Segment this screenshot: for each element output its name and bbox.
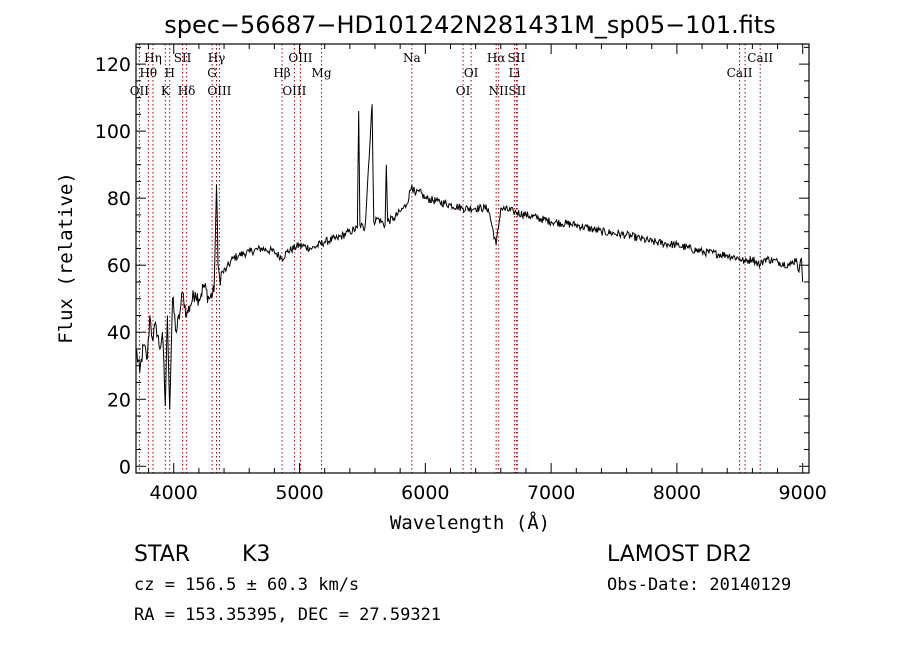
obs-date: Obs-Date: 20140129: [607, 575, 791, 595]
spectral-line-label: OIII: [207, 84, 231, 98]
spectral-line-label: Hα: [487, 51, 506, 65]
redshift-text: cz = 156.5 ± 60.3 km/s: [134, 575, 359, 595]
spectral-line-label: Mg: [312, 66, 332, 80]
spectral-line-label: Hη: [144, 51, 162, 65]
spectral-line-label: SII: [174, 51, 192, 65]
x-tick-label: 7000: [527, 482, 575, 504]
plot-frame: [135, 43, 810, 474]
spectral-line-label: NII: [489, 84, 509, 98]
coordinates-text: RA = 153.35395, DEC = 27.59321: [134, 605, 441, 625]
spectral-line-label: K: [161, 84, 171, 98]
axis-ticks: 4000 5000 6000 7000 8000 9000 0 20 40 60 80 100 120: [95, 44, 827, 504]
x-tick-label: 4000: [150, 482, 198, 504]
x-tick-label: 6000: [401, 482, 449, 504]
y-tick-label: 40: [107, 322, 131, 344]
object-class: STAR: [134, 542, 190, 567]
y-tick-label: 20: [107, 389, 131, 411]
x-axis-label: Wavelength (Å): [390, 511, 550, 534]
spectral-line-label: OIII: [282, 84, 306, 98]
spectrum-series: [135, 104, 804, 410]
spectral-line-label: Hθ: [139, 66, 157, 80]
spectrum-line: [135, 104, 804, 410]
y-tick-label: 0: [119, 456, 131, 478]
spectral-line-label: Hδ: [178, 84, 196, 98]
object-subclass: K3: [242, 542, 270, 567]
y-tick-label: 100: [95, 121, 131, 143]
spectral-line-label: CaII: [747, 51, 773, 65]
spectral-line-label: OI: [456, 84, 471, 98]
spectral-line-label: OIII: [288, 51, 312, 65]
spectral-line-label: H: [164, 66, 174, 80]
x-tick-label: 8000: [653, 482, 701, 504]
spectral-line-label: SII: [508, 51, 526, 65]
x-tick-label: 5000: [275, 482, 323, 504]
spectral-line-label: Hγ: [208, 51, 226, 65]
chart-title: spec−56687−HD101242N281431M_sp05−101.fit…: [164, 11, 776, 39]
y-axis-label: Flux (relative): [55, 172, 77, 344]
x-tick-label: 9000: [779, 482, 827, 504]
spectral-line-label: OI: [464, 66, 479, 80]
y-tick-label: 80: [107, 188, 131, 210]
spectral-line-label: Hβ: [273, 66, 290, 80]
spectral-line-label: Li: [508, 66, 520, 80]
y-tick-label: 120: [95, 54, 131, 76]
spectral-line-label: G: [207, 66, 217, 80]
spectral-line-label: SII: [508, 84, 526, 98]
y-tick-label: 60: [107, 255, 131, 277]
spectral-line-label: OII: [130, 84, 150, 98]
survey-name: LAMOST DR2: [607, 542, 752, 567]
spectral-line-label: Na: [403, 51, 421, 65]
spectral-line-label: CaII: [727, 66, 753, 80]
